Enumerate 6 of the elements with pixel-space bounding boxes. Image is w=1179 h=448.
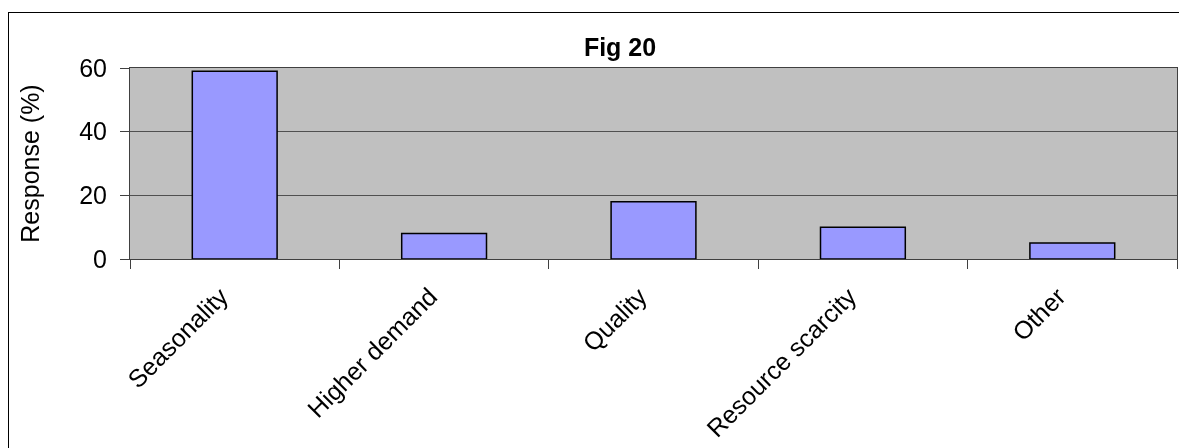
chart-title: Fig 20 — [583, 32, 657, 61]
y-tick-label: 20 — [79, 181, 107, 210]
y-tick-label: 60 — [79, 53, 107, 82]
y-tick-label: 40 — [79, 117, 107, 146]
y-axis-title: Response (%) — [15, 84, 44, 243]
y-tick-label: 0 — [93, 244, 107, 273]
